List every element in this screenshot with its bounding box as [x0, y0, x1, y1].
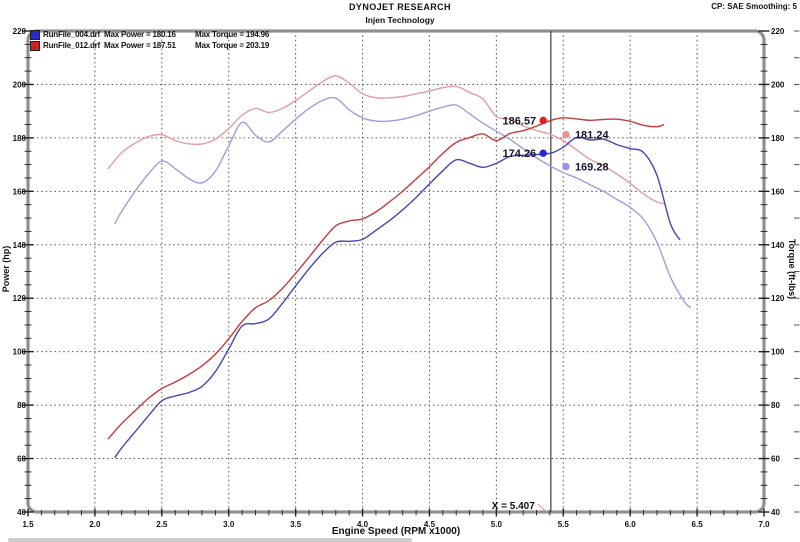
power-tick-label: 140	[13, 241, 27, 250]
right-edge-ticks	[794, 30, 800, 513]
cursor-x-label: X = 5.407	[492, 501, 536, 512]
x-tick-label: 4.5	[424, 520, 436, 529]
axis-ticks	[22, 30, 770, 517]
cut-off-content	[8, 538, 412, 542]
power-tick-label: 120	[13, 294, 27, 303]
x-axis-title: Engine Speed (RPM x1000)	[331, 526, 461, 537]
x-tick-label: 2.0	[89, 520, 101, 529]
x-tick-label: 5.0	[491, 520, 503, 529]
legend-swatch-run012	[30, 40, 40, 51]
y-axis-title-torque: Torque (ft-lbs)	[787, 238, 797, 300]
legend-run004-main: RunFile_004.drf Max Power = 180.16	[43, 30, 195, 39]
x-tick-label: 3.5	[290, 520, 302, 529]
x-tick-label: 3.0	[223, 520, 235, 529]
run012-torque-curve	[107, 75, 665, 205]
torque-tick-label: 60	[771, 455, 780, 464]
marker-dot-run004-power	[539, 149, 547, 157]
chart-title: DYNOJET RESEARCH	[349, 2, 451, 12]
torque-tick-label: 220	[771, 27, 785, 36]
power-tick-label: 40	[17, 508, 26, 517]
y-axis-title-power: Power (hp)	[1, 245, 11, 293]
torque-tick-label: 80	[771, 401, 780, 410]
y-tick-labels-left: 40 60 80 100 120 140 160 180 200 220	[13, 27, 27, 517]
plot-frame-inner	[27, 30, 765, 513]
torque-tick-label: 140	[771, 241, 785, 250]
x-tick-label: 2.5	[156, 520, 168, 529]
x-tick-label: 7.0	[758, 520, 770, 529]
torque-tick-label: 200	[771, 80, 785, 89]
power-tick-label: 60	[17, 455, 26, 464]
torque-tick-label: 160	[771, 187, 785, 196]
legend-run004-file: RunFile_004.drf	[43, 30, 101, 39]
legend-row-run004[interactable]: RunFile_004.drf Max Power = 180.16 Max To…	[30, 29, 269, 40]
legend-run004-max-power: Max Power = 180.16	[104, 30, 176, 39]
legend-run012-main: RunFile_012.drf Max Power = 187.51	[43, 41, 195, 50]
chart-subtitle: Injen Technology	[365, 15, 435, 25]
power-tick-label: 220	[13, 27, 27, 36]
legend-run012-max-torque: Max Torque = 203.19	[195, 41, 270, 50]
legend-run012-max-power: Max Power = 187.51	[104, 41, 176, 50]
marker-label-run012-power: 186.57	[503, 115, 537, 127]
legend-swatch-run004	[30, 29, 40, 40]
marker-label-run012-torque: 181.24	[575, 130, 610, 142]
legend-row-run012[interactable]: RunFile_012.drf Max Power = 187.51 Max To…	[30, 40, 269, 51]
plot-frame	[26, 29, 766, 514]
torque-tick-label: 120	[771, 294, 785, 303]
torque-tick-label: 40	[771, 508, 780, 517]
run012-power-curve	[107, 117, 665, 440]
torque-tick-label: 180	[771, 134, 785, 143]
power-tick-label: 100	[13, 348, 27, 357]
x-tick-label: 4.0	[357, 520, 369, 529]
marker-dot-run004-torque	[562, 162, 570, 171]
power-tick-label: 80	[17, 401, 26, 410]
power-tick-label: 180	[13, 134, 27, 143]
x-tick-label: 6.0	[625, 520, 637, 529]
run004-power-curve	[114, 136, 681, 458]
x-tick-label: 5.5	[558, 520, 570, 529]
power-tick-label: 160	[13, 187, 27, 196]
cursor-annotation: X = 5.407	[492, 501, 551, 516]
y-tick-labels-right: 40 60 80 100 120 140 160 180 200 220	[771, 27, 785, 517]
legend: RunFile_004.drf Max Power = 180.16 Max To…	[30, 29, 269, 51]
marker-dot-run012-torque	[562, 130, 570, 139]
marker-dot-run012-power	[539, 116, 547, 125]
marker-label-run004-torque: 169.28	[575, 162, 609, 174]
legend-run004-max-torque: Max Torque = 194.96	[195, 30, 270, 39]
x-tick-label: 6.5	[692, 520, 704, 529]
marker-label-run004-power: 174.26	[503, 148, 537, 160]
run004-torque-curve	[114, 96, 692, 309]
gridlines	[28, 31, 764, 512]
legend-run012-file: RunFile_012.drf	[43, 41, 101, 50]
x-tick-labels: 1.5 2.0 2.5 3.0 3.5 4.0 4.5 5.0 5.5 6.0 6.5 7.0	[22, 520, 770, 529]
torque-tick-label: 100	[771, 348, 785, 357]
correction-smoothing-info: CP: SAE Smoothing: 5	[711, 2, 797, 11]
power-tick-label: 200	[13, 80, 27, 89]
x-tick-label: 1.5	[22, 520, 34, 529]
